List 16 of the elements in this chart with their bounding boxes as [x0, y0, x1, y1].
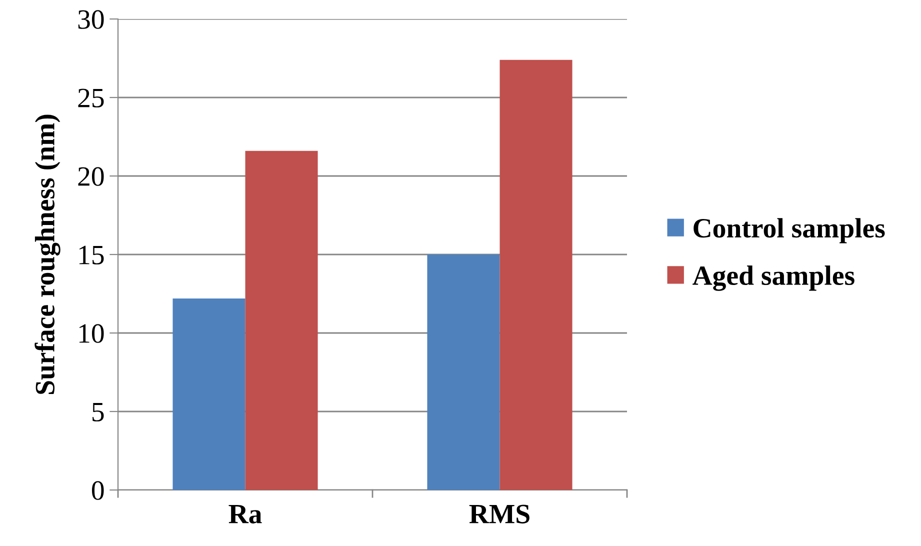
y-tick-label: 10	[79, 324, 104, 343]
y-tick-label: 20	[78, 167, 104, 186]
y-tick-label: 0	[92, 481, 104, 500]
bar	[172, 298, 246, 490]
legend-label: Control samples	[694, 218, 885, 244]
legend-label: Aged samples	[692, 266, 854, 291]
bar	[245, 150, 318, 490]
y-tick-label: 15	[79, 246, 104, 264]
bar	[427, 254, 500, 490]
y-tick-label: 5	[92, 402, 104, 422]
x-tick-label: Ra	[228, 504, 262, 524]
y-tick-label: 30	[78, 10, 104, 29]
y-axis-title: Surface roughness (nm)	[34, 114, 60, 394]
bar	[500, 60, 572, 490]
x-tick-label: RMS	[469, 504, 530, 524]
y-tick-label: 25	[78, 88, 104, 108]
